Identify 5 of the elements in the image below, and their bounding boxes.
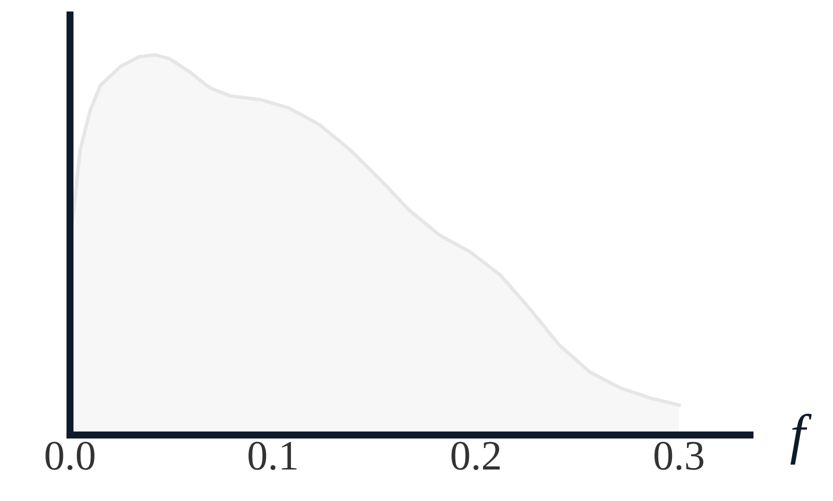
x-tick-label: 0.3 [654, 442, 704, 470]
x-axis-title: f [790, 414, 812, 465]
x-tick-label: 0.2 [452, 442, 500, 470]
x-tick-label: 0.1 [248, 442, 297, 470]
x-tick-label: 0.0 [46, 442, 94, 470]
